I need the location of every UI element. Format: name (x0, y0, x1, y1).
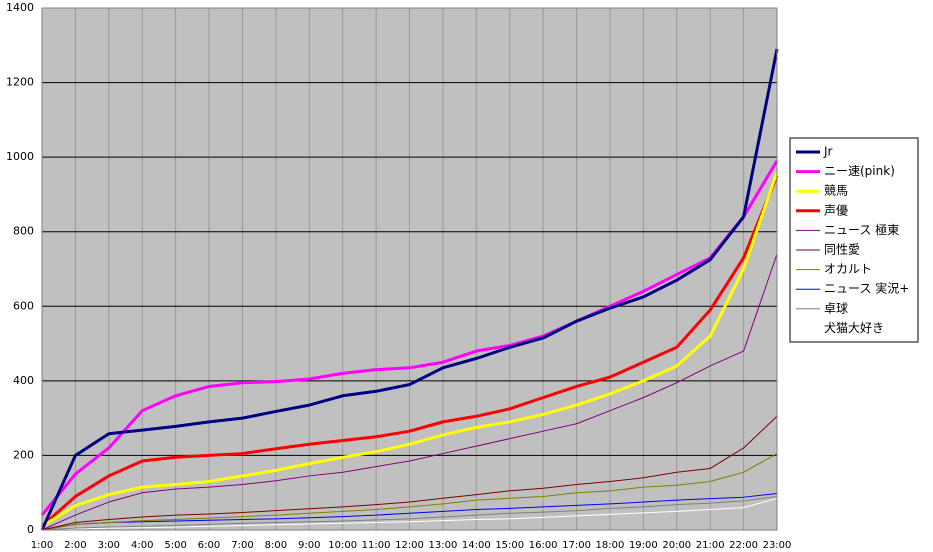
series-line (40, 48, 779, 531)
legend-label: 声優 (824, 203, 848, 217)
x-tick-label: 19:00 (629, 540, 658, 551)
x-tick-label: 10:00 (328, 540, 357, 551)
legend-label: 同性愛 (824, 243, 860, 257)
series-line (41, 175, 779, 528)
x-tick-label: 13:00 (428, 540, 457, 551)
x-tick-label: 6:00 (198, 540, 220, 551)
x-tick-label: 20:00 (662, 540, 691, 551)
x-tick-label: 16:00 (529, 540, 558, 551)
x-tick-label: 3:00 (98, 540, 120, 551)
x-tick-label: 4:00 (131, 540, 153, 551)
x-tick-label: 15:00 (495, 540, 524, 551)
x-tick-label: 23:00 (763, 540, 792, 551)
x-tick-label: 21:00 (696, 540, 725, 551)
x-tick-label: 5:00 (164, 540, 186, 551)
plot-border (41, 7, 778, 531)
series-line (41, 492, 778, 531)
legend-label: ニー速(pink) (824, 164, 895, 178)
legend-label: 競馬 (824, 183, 848, 198)
x-tick-label: 18:00 (596, 540, 625, 551)
x-tick-label: 11:00 (362, 540, 391, 551)
series-line (40, 160, 779, 517)
series-line (41, 497, 778, 531)
x-tick-label: 8:00 (265, 540, 287, 551)
series-line (41, 253, 778, 531)
y-tick-label: 1000 (6, 150, 34, 163)
series-line (41, 453, 778, 531)
x-tick-label: 7:00 (231, 540, 253, 551)
y-tick-label: 1400 (6, 1, 34, 14)
legend-label: ニュース 極東 (824, 222, 899, 237)
y-tick-label: 800 (13, 225, 34, 238)
legend-label: Jr (823, 145, 833, 159)
x-tick-label: 12:00 (395, 540, 424, 551)
x-tick-label: 17:00 (562, 540, 591, 551)
series-line (41, 171, 779, 528)
x-tick-label: 9:00 (298, 540, 320, 551)
x-tick-label: 1:00 (31, 540, 53, 551)
x-tick-label: 14:00 (462, 540, 491, 551)
legend-label: 犬猫大好き (824, 321, 884, 335)
series-line (41, 495, 778, 531)
series-line (41, 415, 778, 531)
y-tick-label: 400 (13, 374, 34, 387)
x-tick-label: 22:00 (729, 540, 758, 551)
legend-label: オカルト (824, 262, 872, 276)
x-tick-label: 2:00 (64, 540, 86, 551)
legend-label: ニュース 実況+ (824, 281, 909, 296)
y-tick-label: 200 (13, 448, 34, 461)
y-tick-label: 600 (13, 299, 34, 312)
legend-label: 卓球 (824, 301, 848, 315)
y-tick-label: 1200 (6, 76, 34, 89)
y-tick-label: 0 (27, 523, 34, 536)
